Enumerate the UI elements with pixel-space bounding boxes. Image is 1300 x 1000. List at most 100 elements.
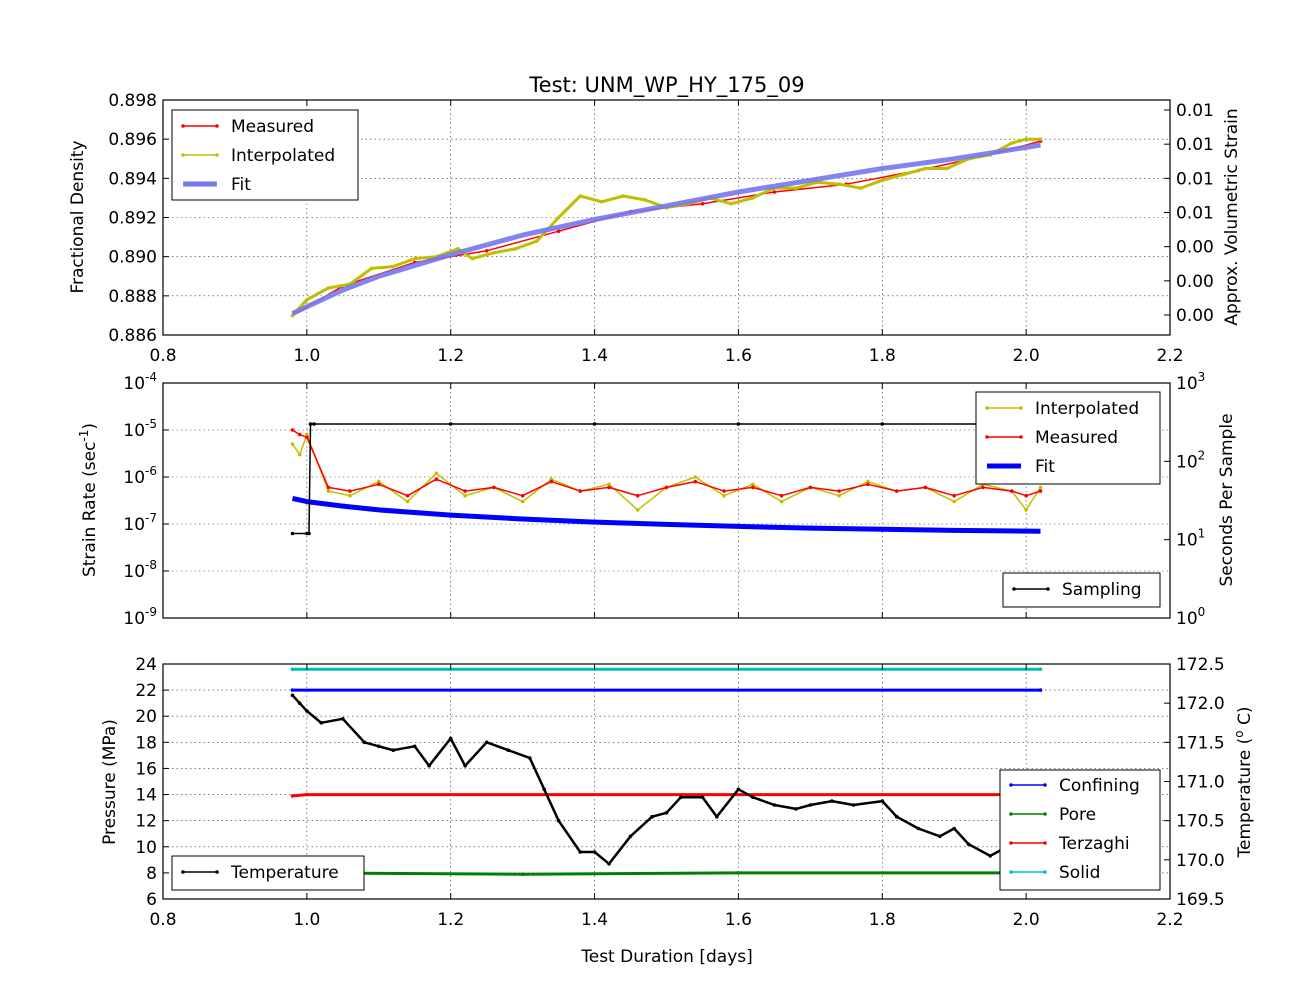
legend-marker-confining bbox=[1043, 783, 1047, 787]
data-point-measured bbox=[635, 493, 640, 498]
data-point-measured bbox=[492, 485, 496, 490]
data-point-solid bbox=[1038, 667, 1043, 671]
data-point-interpolated bbox=[693, 475, 698, 479]
volumetric-strain-ylabel: Approx. Volumetric Strain bbox=[1222, 108, 1242, 325]
data-point-measured bbox=[700, 202, 705, 206]
data-point-temperature bbox=[715, 814, 719, 819]
data-point-interpolated bbox=[348, 493, 352, 498]
data-point-temperature bbox=[736, 787, 741, 792]
strain-rate-legend: Interpolated Measured Fit bbox=[975, 391, 1161, 485]
data-point-measured bbox=[1038, 489, 1043, 493]
right-tick-label: 172.0 bbox=[1176, 694, 1225, 714]
x-tick-label: 1.2 bbox=[437, 910, 464, 930]
series-line-fit bbox=[291, 142, 1041, 316]
right-tick-label: 0.00 bbox=[1176, 238, 1214, 258]
data-point-interpolated bbox=[779, 499, 784, 504]
y-tick-label: 10-6 bbox=[123, 464, 157, 488]
data-point-interpolated bbox=[326, 489, 331, 493]
right-tick-label: 100 bbox=[1176, 605, 1205, 629]
seconds-per-sample-ylabel: Seconds Per Sample bbox=[1217, 413, 1237, 586]
data-point-pore bbox=[736, 871, 741, 875]
x-tick-label: 2.2 bbox=[1156, 910, 1183, 930]
data-point-temperature bbox=[319, 721, 324, 725]
data-point-measured bbox=[722, 489, 726, 493]
y-tick-label: 24 bbox=[135, 655, 157, 675]
data-point-measured bbox=[377, 482, 381, 487]
data-point-measured bbox=[556, 229, 561, 233]
legend-marker-confining bbox=[1009, 783, 1013, 787]
data-point-temperature bbox=[377, 744, 381, 749]
temperature-ylabel: Temperature (o C) bbox=[1232, 707, 1255, 859]
y-tick-label: 14 bbox=[135, 786, 157, 806]
x-tick-label: 1.6 bbox=[725, 346, 752, 366]
data-point-temperature bbox=[290, 693, 295, 698]
data-point-temperature bbox=[463, 764, 467, 768]
data-point-measured bbox=[751, 485, 755, 490]
x-tick-label: 1.8 bbox=[869, 910, 896, 930]
legend-marker-measured bbox=[181, 124, 185, 128]
x-tick-label: 2.0 bbox=[1013, 910, 1040, 930]
legend-label-pore: Pore bbox=[1059, 805, 1096, 825]
data-point-measured bbox=[693, 479, 698, 484]
data-point-interpolated bbox=[837, 182, 841, 186]
data-point-temperature bbox=[830, 799, 834, 803]
data-point-temperature bbox=[679, 795, 683, 799]
data-point-interpolated bbox=[600, 200, 604, 204]
y-tick-label: 10 bbox=[135, 838, 157, 858]
right-tick-label: 170.0 bbox=[1176, 851, 1225, 871]
data-point-temperature bbox=[506, 748, 511, 752]
data-point-interpolated bbox=[635, 508, 640, 512]
data-point-interpolated bbox=[1010, 141, 1014, 145]
x-tick-label: 1.4 bbox=[581, 346, 608, 366]
series-line-interpolated bbox=[291, 433, 1042, 511]
data-point-temperature bbox=[305, 709, 309, 713]
legend-label-terzaghi: Terzaghi bbox=[1058, 834, 1130, 854]
data-point-interpolated bbox=[412, 256, 417, 261]
data-point-temperature bbox=[592, 850, 597, 854]
legend-label-sampling: Sampling bbox=[1062, 580, 1142, 600]
right-tick-label: 102 bbox=[1176, 448, 1205, 472]
data-point-interpolated bbox=[643, 198, 647, 202]
right-tick-label: 0.01 bbox=[1176, 169, 1214, 189]
data-point-interpolated bbox=[729, 202, 733, 206]
y-tick-label: 22 bbox=[135, 681, 157, 701]
data-point-temperature bbox=[628, 834, 633, 839]
series-line-pore bbox=[292, 871, 1041, 876]
data-point-temperature bbox=[808, 803, 813, 807]
data-point-interpolated bbox=[945, 166, 949, 171]
right-tick-label: 172.5 bbox=[1176, 655, 1225, 675]
data-point-measured bbox=[923, 485, 928, 490]
density-legend: Measured Interpolated Fit bbox=[171, 109, 359, 201]
data-point-solid bbox=[290, 667, 295, 671]
data-point-interpolated bbox=[405, 499, 410, 504]
legend-label-temperature: Temperature bbox=[230, 863, 339, 883]
legend-marker-terzaghi bbox=[1009, 841, 1013, 845]
data-point-measured bbox=[578, 489, 582, 493]
data-point-measured bbox=[1010, 489, 1014, 493]
data-point-interpolated bbox=[880, 178, 885, 183]
data-point-interpolated bbox=[923, 166, 928, 171]
y-tick-label: 6 bbox=[146, 890, 157, 910]
data-point-terzaghi bbox=[305, 792, 309, 797]
legend-label-interpolated: Interpolated bbox=[231, 146, 335, 166]
data-point-interpolated bbox=[858, 186, 863, 190]
data-point-temperature bbox=[988, 854, 992, 858]
data-point-interpolated bbox=[369, 266, 374, 271]
data-point-sampling bbox=[592, 422, 597, 426]
data-point-temperature bbox=[700, 795, 705, 799]
data-point-interpolated bbox=[607, 482, 611, 487]
data-point-interpolated bbox=[722, 493, 726, 498]
data-point-interpolated bbox=[794, 186, 798, 190]
data-point-measured bbox=[290, 428, 295, 432]
data-point-sampling bbox=[448, 422, 453, 426]
y-tick-label: 10-8 bbox=[123, 558, 157, 582]
legend-label-solid: Solid bbox=[1059, 863, 1100, 883]
data-point-temperature bbox=[412, 744, 417, 749]
data-point-measured bbox=[837, 489, 841, 493]
right-tick-label: 103 bbox=[1176, 370, 1205, 394]
data-point-measured bbox=[305, 435, 309, 440]
x-tick-label: 1.0 bbox=[293, 346, 320, 366]
data-point-temperature bbox=[851, 803, 856, 807]
y-tick-label: 16 bbox=[135, 759, 157, 779]
